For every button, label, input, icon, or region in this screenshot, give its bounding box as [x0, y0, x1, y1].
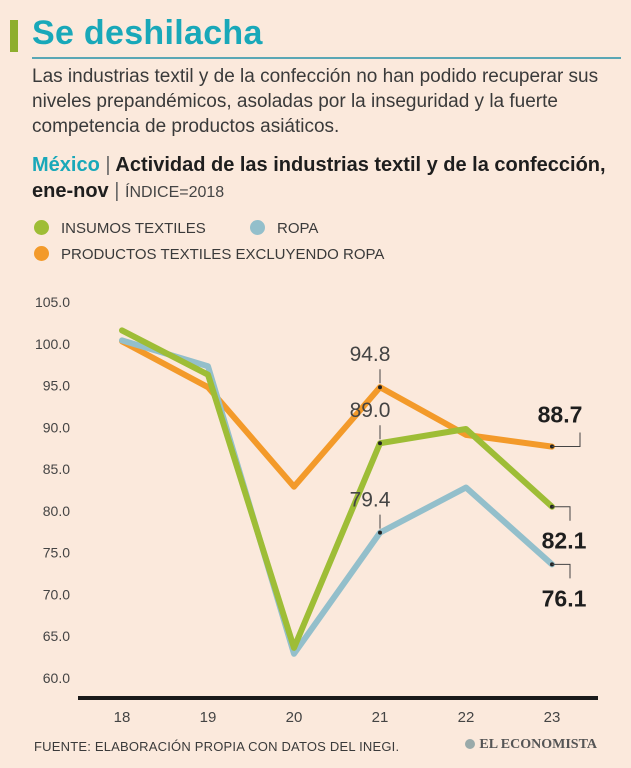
brand-logo: EL ECONOMISTA: [465, 737, 597, 753]
y-tick-label: 80.0: [43, 503, 70, 519]
legend-label-ropa: ROPA: [277, 220, 319, 237]
x-tick-label: 22: [458, 709, 475, 726]
legend-item-insumos: INSUMOS TEXTILES: [34, 220, 206, 237]
series-line-productos: [119, 338, 555, 490]
y-tick-label: 70.0: [43, 586, 70, 602]
chart-country: México: [32, 154, 100, 176]
chart-title: Actividad de las industrias textil y de …: [32, 154, 606, 202]
data-label: 82.1: [542, 528, 587, 554]
annotation-leader: [552, 563, 571, 579]
page-subtitle: Las industrias textil y de la confección…: [32, 66, 599, 137]
data-label: 89.0: [350, 399, 391, 422]
annotation-leader: [552, 506, 571, 521]
legend-label-insumos: INSUMOS TEXTILES: [61, 220, 206, 237]
annotation-point: [378, 441, 382, 446]
annotation-point: [378, 530, 382, 535]
page-title: Se deshilacha: [32, 14, 263, 52]
data-label: 76.1: [542, 585, 587, 611]
data-label: 94.8: [350, 343, 391, 366]
series-line-insumos: [119, 327, 555, 651]
chart-heading: México | Actividad de las industrias tex…: [32, 152, 622, 206]
y-tick-label: 100.0: [35, 336, 70, 352]
y-tick-label: 60.0: [43, 670, 70, 686]
brand-name: EL ECONOMISTA: [479, 737, 597, 752]
legend-label-productos: PRODUCTOS TEXTILES EXCLUYENDO ROPA: [61, 246, 385, 263]
data-label: 79.4: [350, 489, 391, 512]
y-tick-label: 95.0: [43, 378, 70, 394]
title-divider: [32, 57, 621, 59]
y-tick-label: 85.0: [43, 461, 70, 477]
legend-dot-ropa: [250, 220, 265, 235]
legend-item-ropa: ROPA: [250, 220, 318, 237]
annotation-point: [378, 385, 382, 390]
heading-separator: |: [105, 154, 111, 176]
source-note: FUENTE: ELABORACIÓN PROPIA CON DATOS DEL…: [34, 739, 400, 754]
x-tick-label: 19: [200, 709, 217, 726]
x-tick-label: 23: [544, 709, 561, 726]
data-label: 88.7: [538, 402, 583, 428]
brand-icon: [465, 739, 476, 749]
y-tick-label: 105.0: [35, 294, 70, 310]
unit-separator: |: [114, 180, 120, 202]
legend-dot-insumos: [34, 220, 49, 235]
chart-unit: ÍNDICE=2018: [125, 184, 225, 201]
x-tick-label: 18: [114, 709, 131, 726]
x-tick-label: 21: [372, 709, 389, 726]
y-tick-label: 90.0: [43, 419, 70, 435]
y-tick-label: 65.0: [43, 628, 70, 644]
x-tick-label: 20: [286, 709, 303, 726]
series-line-ropa: [119, 337, 555, 657]
legend-dot-productos: [34, 246, 49, 261]
legend-item-productos: PRODUCTOS TEXTILES EXCLUYENDO ROPA: [34, 246, 384, 263]
title-accent-bar: [10, 20, 18, 52]
annotation-leader: [552, 432, 581, 448]
y-tick-label: 75.0: [43, 545, 70, 561]
